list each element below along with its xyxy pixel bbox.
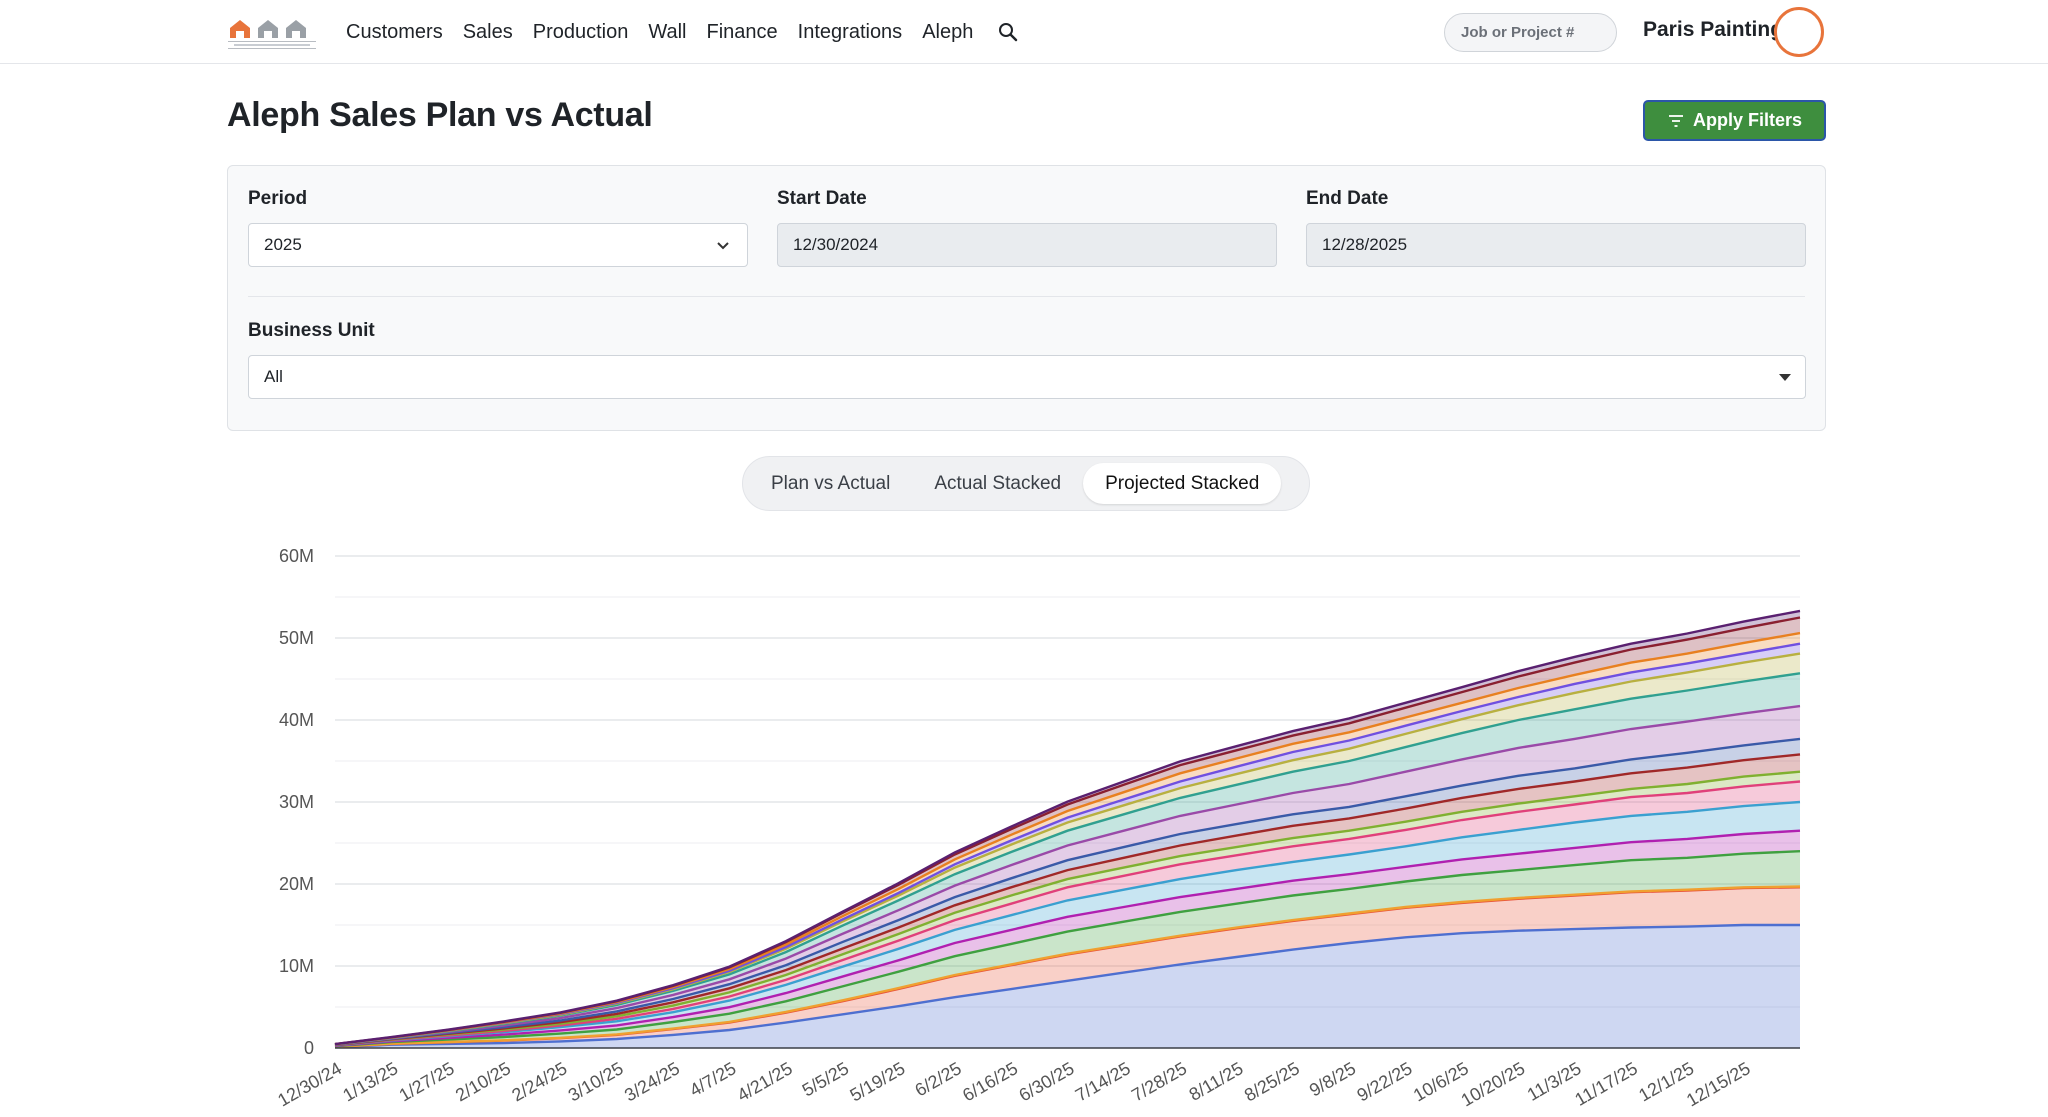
series-line-10 bbox=[334, 704, 1801, 1046]
filter-icon bbox=[1668, 114, 1683, 127]
start-date-label: Start Date bbox=[777, 188, 867, 209]
x-tick-label: 1/27/25 bbox=[396, 1058, 458, 1105]
y-tick-label: 20M bbox=[279, 874, 314, 894]
series-line-16 bbox=[334, 609, 1801, 1046]
x-tick-label: 5/19/25 bbox=[846, 1058, 908, 1105]
x-tick-label: 5/5/25 bbox=[799, 1058, 852, 1100]
x-tick-label: 6/2/25 bbox=[911, 1058, 964, 1100]
user-avatar[interactable] bbox=[1774, 7, 1824, 57]
projected-stacked-chart: 0 10M 20M 30M 40M 50M 60M 12/30/24 1/13/25 1/27/2… bbox=[0, 530, 2048, 1117]
business-unit-select[interactable]: All bbox=[248, 355, 1806, 399]
series-line-0 bbox=[334, 923, 1800, 1049]
x-tick-label: 6/16/25 bbox=[959, 1058, 1021, 1105]
x-tick-label: 6/30/25 bbox=[1015, 1058, 1077, 1105]
series-area-9 bbox=[335, 738, 1800, 1045]
series-area-3 bbox=[335, 851, 1800, 1047]
tab-projected-stacked[interactable]: Projected Stacked bbox=[1083, 463, 1282, 504]
series-line-9 bbox=[334, 737, 1801, 1046]
x-tick-label: 9/8/25 bbox=[1306, 1058, 1359, 1100]
series-line-5 bbox=[334, 800, 1801, 1047]
series-area-0 bbox=[335, 925, 1800, 1048]
x-tick-label: 3/24/25 bbox=[621, 1058, 683, 1105]
series-area-4 bbox=[335, 830, 1800, 1047]
nav-customers[interactable]: Customers bbox=[346, 20, 443, 43]
x-tick-label: 2/24/25 bbox=[508, 1058, 570, 1105]
x-tick-label: 8/11/25 bbox=[1186, 1058, 1247, 1105]
nav-wall[interactable]: Wall bbox=[648, 20, 687, 43]
filter-panel: Period 2025 Start Date 12/30/2024 End Da… bbox=[227, 165, 1826, 431]
business-unit-value: All bbox=[264, 367, 283, 386]
job-project-search-input[interactable] bbox=[1444, 13, 1617, 52]
series-line-8 bbox=[334, 753, 1801, 1047]
series-area-1 bbox=[335, 887, 1800, 1048]
filter-divider bbox=[248, 296, 1805, 297]
series-area-8 bbox=[335, 754, 1800, 1046]
x-tick-label: 1/13/25 bbox=[339, 1058, 401, 1105]
x-tick-label: 10/20/25 bbox=[1458, 1058, 1529, 1110]
chevron-down-icon bbox=[717, 242, 729, 250]
search-icon[interactable] bbox=[997, 21, 1019, 43]
tab-actual-stacked[interactable]: Actual Stacked bbox=[934, 472, 1062, 494]
end-date-label: End Date bbox=[1306, 188, 1389, 209]
company-logo[interactable] bbox=[228, 14, 316, 50]
series-line-7 bbox=[334, 770, 1801, 1047]
start-date-value: 12/30/2024 bbox=[793, 235, 879, 254]
x-tick-label: 3/10/25 bbox=[565, 1058, 627, 1105]
nav-sales[interactable]: Sales bbox=[462, 20, 513, 43]
x-tick-label: 12/30/24 bbox=[274, 1058, 345, 1110]
x-tick-label: 2/10/25 bbox=[452, 1058, 514, 1105]
series-line-6 bbox=[334, 780, 1801, 1047]
start-date-field[interactable]: 12/30/2024 bbox=[777, 223, 1277, 267]
caret-down-icon bbox=[1779, 374, 1791, 381]
y-tick-label: 40M bbox=[279, 710, 314, 730]
y-tick-label: 10M bbox=[279, 956, 314, 976]
tab-plan-vs-actual[interactable]: Plan vs Actual bbox=[771, 472, 891, 494]
x-tick-label: 9/22/25 bbox=[1354, 1058, 1416, 1105]
nav-integrations[interactable]: Integrations bbox=[797, 20, 903, 43]
series-line-2 bbox=[334, 885, 1801, 1048]
series-line-4 bbox=[334, 829, 1801, 1048]
series-area-12 bbox=[335, 653, 1800, 1045]
main-nav: Customers Sales Production Wall Finance … bbox=[346, 0, 1019, 64]
y-tick-label: 60M bbox=[279, 546, 314, 566]
chart-svg: 0 10M 20M 30M 40M 50M 60M 12/30/241/13/251/27/2… bbox=[274, 546, 1801, 1111]
chart-view-toggle: Plan vs Actual Actual Stacked Projected … bbox=[742, 456, 1310, 511]
period-value: 2025 bbox=[264, 235, 302, 254]
y-tick-label: 30M bbox=[279, 792, 314, 812]
series-area-11 bbox=[335, 673, 1800, 1045]
x-tick-label: 8/25/25 bbox=[1241, 1058, 1303, 1105]
period-select[interactable]: 2025 bbox=[248, 223, 748, 267]
x-tick-label: 7/14/25 bbox=[1072, 1058, 1134, 1105]
series-area-6 bbox=[335, 781, 1800, 1046]
nav-aleph[interactable]: Aleph bbox=[922, 20, 974, 43]
apply-filters-button[interactable]: Apply Filters bbox=[1643, 100, 1826, 141]
x-tick-label: 7/28/25 bbox=[1128, 1058, 1190, 1105]
top-navbar: Customers Sales Production Wall Finance … bbox=[0, 0, 2048, 64]
nav-finance[interactable]: Finance bbox=[706, 20, 778, 43]
x-tick-label: 12/15/25 bbox=[1683, 1058, 1754, 1110]
x-tick-label: 4/7/25 bbox=[686, 1058, 739, 1100]
nav-production[interactable]: Production bbox=[532, 20, 629, 43]
end-date-field[interactable]: 12/28/2025 bbox=[1306, 223, 1806, 267]
period-label: Period bbox=[248, 188, 308, 209]
x-tick-label: 11/17/25 bbox=[1571, 1058, 1641, 1110]
end-date-value: 12/28/2025 bbox=[1322, 235, 1408, 254]
series-line-3 bbox=[334, 850, 1801, 1048]
x-tick-label: 4/21/25 bbox=[734, 1058, 796, 1105]
y-tick-label: 0 bbox=[304, 1038, 314, 1058]
business-unit-label: Business Unit bbox=[248, 320, 375, 341]
company-name: Paris Painting bbox=[1643, 18, 1784, 41]
y-tick-label: 50M bbox=[279, 628, 314, 648]
page-title: Aleph Sales Plan vs Actual bbox=[227, 96, 653, 134]
apply-filters-label: Apply Filters bbox=[1692, 110, 1803, 130]
